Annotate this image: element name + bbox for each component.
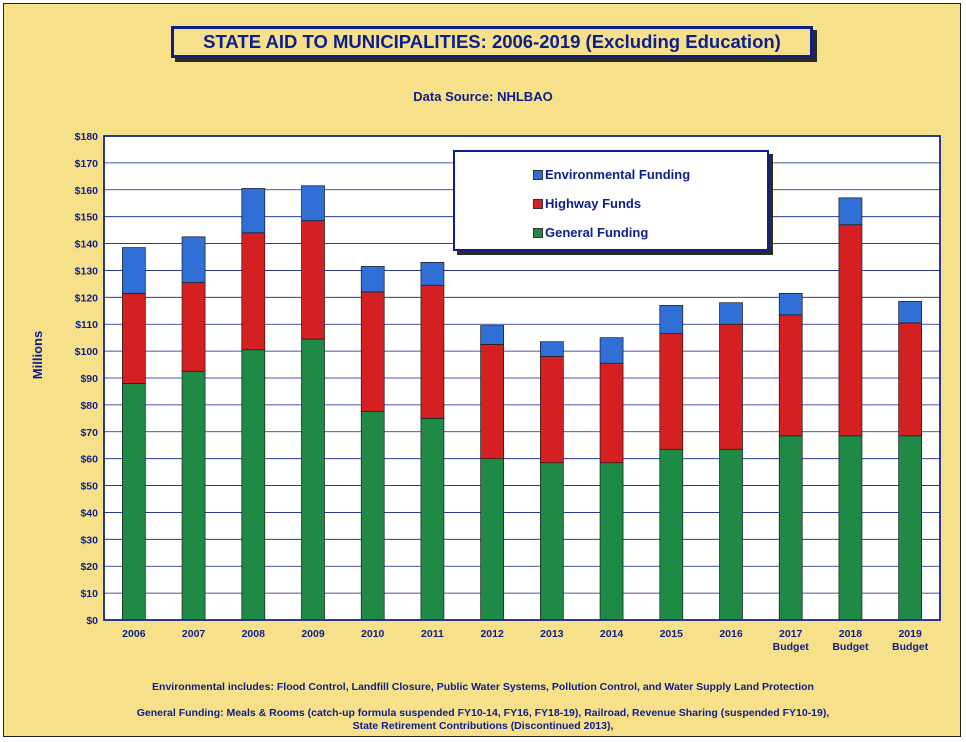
chart-title: STATE AID TO MUNICIPALITIES: 2006-2019 (… <box>203 31 781 52</box>
legend-item-highway: Highway Funds <box>533 189 767 218</box>
bar-highway-funds <box>241 232 266 351</box>
plot-border <box>103 135 941 621</box>
note-general-funding-1: General Funding: Meals & Rooms (catch-up… <box>136 707 830 719</box>
x-tick-label: 2019 <box>898 628 922 640</box>
title-box: STATE AID TO MUNICIPALITIES: 2006-2019 (… <box>171 26 813 58</box>
bar-general-funding <box>181 370 206 621</box>
bar-highway-funds <box>898 322 922 437</box>
bar-general-funding <box>420 417 445 621</box>
bar-environmental-funding <box>122 247 146 294</box>
bar-highway-funds <box>719 323 743 450</box>
bar-highway-funds <box>540 356 564 464</box>
y-tick-label: $50 <box>80 481 98 493</box>
x-tick-label: Budget <box>892 641 929 653</box>
x-tick-label: 2014 <box>600 628 624 640</box>
bar-environmental-funding <box>540 341 564 357</box>
bar-highway-funds <box>778 314 803 437</box>
legend-item-general: General Funding <box>533 218 767 247</box>
legend-label-highway: Highway Funds <box>545 196 642 211</box>
x-tick-label: 2010 <box>361 628 385 640</box>
bar-highway-funds <box>480 344 504 460</box>
y-tick-label: $150 <box>75 212 99 224</box>
x-tick-label: 2015 <box>660 628 684 640</box>
y-tick-label: $130 <box>75 265 99 277</box>
bar-environmental-funding <box>898 301 922 324</box>
x-tick-label: Budget <box>832 641 869 653</box>
bar-general-funding <box>778 435 803 621</box>
legend-swatch-environmental <box>533 169 543 180</box>
x-tick-label: 2013 <box>540 628 564 640</box>
bar-environmental-funding <box>659 305 684 334</box>
x-tick-label: Budget <box>773 641 810 653</box>
bar-general-funding <box>540 462 564 621</box>
y-tick-label: $70 <box>80 427 98 439</box>
bar-general-funding <box>122 383 146 621</box>
bar-environmental-funding <box>838 197 863 226</box>
bar-general-funding <box>898 435 922 621</box>
chart-subtitle: Data Source: NHLBAO <box>413 89 553 104</box>
y-tick-label: $100 <box>75 346 99 358</box>
x-tick-label: 2012 <box>480 628 504 640</box>
legend-swatch-highway <box>533 198 543 209</box>
y-tick-label: $90 <box>80 373 98 385</box>
bar-environmental-funding <box>241 188 266 234</box>
bar-environmental-funding <box>420 262 445 286</box>
legend-swatch-general <box>533 227 543 238</box>
y-tick-label: $120 <box>75 292 99 304</box>
bar-environmental-funding <box>181 236 206 283</box>
y-tick-label: $170 <box>75 158 99 170</box>
bar-environmental-funding <box>719 302 743 325</box>
legend-item-environmental: Environmental Funding <box>533 160 767 189</box>
bar-environmental-funding <box>301 185 325 222</box>
bar-general-funding <box>599 462 624 621</box>
bar-environmental-funding <box>778 292 803 316</box>
x-tick-label: 2006 <box>122 628 146 640</box>
bar-general-funding <box>719 448 743 621</box>
note-general-funding-2: State Retirement Contributions (Disconti… <box>352 720 614 732</box>
bar-general-funding <box>360 411 385 621</box>
y-tick-label: $140 <box>75 239 99 251</box>
y-tick-label: $10 <box>80 588 98 600</box>
bar-environmental-funding <box>599 337 624 364</box>
y-tick-label: $30 <box>80 534 98 546</box>
bar-highway-funds <box>420 284 445 419</box>
x-tick-label: 2018 <box>839 628 863 640</box>
bar-highway-funds <box>181 282 206 372</box>
y-tick-label: $40 <box>80 507 98 519</box>
y-tick-label: $20 <box>80 561 98 573</box>
legend: Environmental Funding Highway Funds Gene… <box>453 150 769 251</box>
bar-highway-funds <box>659 333 684 450</box>
bar-highway-funds <box>360 291 385 412</box>
bar-highway-funds <box>301 220 325 340</box>
x-tick-label: 2007 <box>182 628 206 640</box>
y-tick-label: $180 <box>75 131 99 143</box>
y-tick-label: $80 <box>80 400 98 412</box>
bar-environmental-funding <box>360 266 385 293</box>
bar-general-funding <box>838 435 863 621</box>
x-tick-label: 2009 <box>301 628 325 640</box>
bar-environmental-funding <box>480 325 504 345</box>
x-tick-label: 2008 <box>242 628 266 640</box>
note-environmental: Environmental includes: Flood Control, L… <box>152 681 814 693</box>
y-tick-label: $110 <box>75 319 98 331</box>
bar-general-funding <box>659 448 684 621</box>
y-tick-label: $160 <box>75 185 99 197</box>
bar-general-funding <box>241 349 266 621</box>
y-tick-label: $0 <box>86 615 98 627</box>
x-tick-label: 2011 <box>421 628 444 640</box>
x-tick-label: 2017 <box>779 628 803 640</box>
legend-label-general: General Funding <box>545 225 649 240</box>
bar-highway-funds <box>838 224 863 437</box>
bar-highway-funds <box>122 292 146 384</box>
x-tick-label: 2016 <box>719 628 743 640</box>
legend-label-environmental: Environmental Funding <box>545 167 691 182</box>
y-tick-label: $60 <box>80 454 98 466</box>
bar-general-funding <box>480 458 504 621</box>
bar-highway-funds <box>599 362 624 464</box>
bar-general-funding <box>301 338 325 621</box>
